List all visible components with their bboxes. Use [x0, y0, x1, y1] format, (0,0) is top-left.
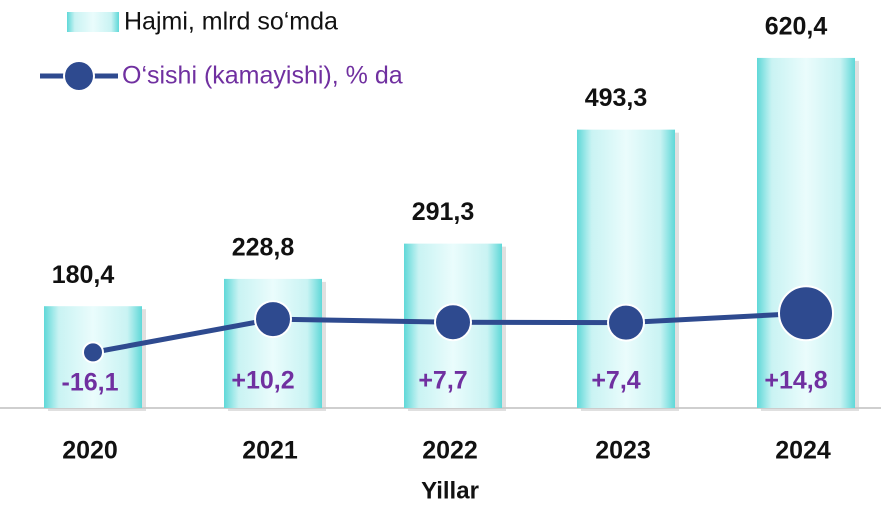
data-label: 493,3 [585, 84, 648, 112]
legend: Hajmi, mlrd so‘mda O‘sishi (kamayishi), … [40, 8, 403, 92]
data-label: 620,4 [765, 13, 828, 41]
x-tick-label: 2022 [422, 437, 478, 465]
x-tick-label: 2020 [62, 437, 118, 465]
data-label: +10,2 [231, 367, 294, 395]
marker [778, 285, 834, 342]
bar [757, 57, 855, 408]
legend-marker [63, 60, 95, 92]
data-label: +7,7 [418, 367, 467, 395]
data-label: 228,8 [232, 234, 295, 262]
marker [254, 300, 292, 339]
data-label: 291,3 [412, 198, 475, 226]
x-tick-label: 2024 [775, 437, 831, 465]
legend-swatch [67, 12, 119, 32]
marker [607, 303, 645, 342]
legend-label: O‘sishi (kamayishi), % da [122, 62, 403, 90]
x-tick-label: 2023 [595, 437, 651, 465]
data-label: 180,4 [52, 261, 115, 289]
bar [577, 129, 675, 408]
x-tick-label: 2021 [242, 437, 298, 465]
legend-label: Hajmi, mlrd so‘mda [124, 8, 338, 36]
marker [82, 341, 104, 364]
data-label: -16,1 [62, 369, 119, 397]
x-axis-label: Yillar [421, 477, 479, 504]
data-label: +14,8 [764, 367, 827, 395]
marker [434, 303, 472, 342]
data-label: +7,4 [591, 367, 640, 395]
